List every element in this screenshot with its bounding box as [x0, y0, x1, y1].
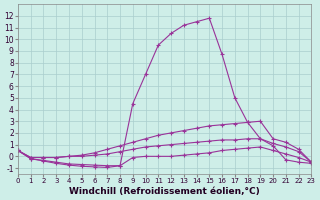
X-axis label: Windchill (Refroidissement éolien,°C): Windchill (Refroidissement éolien,°C)	[69, 187, 260, 196]
